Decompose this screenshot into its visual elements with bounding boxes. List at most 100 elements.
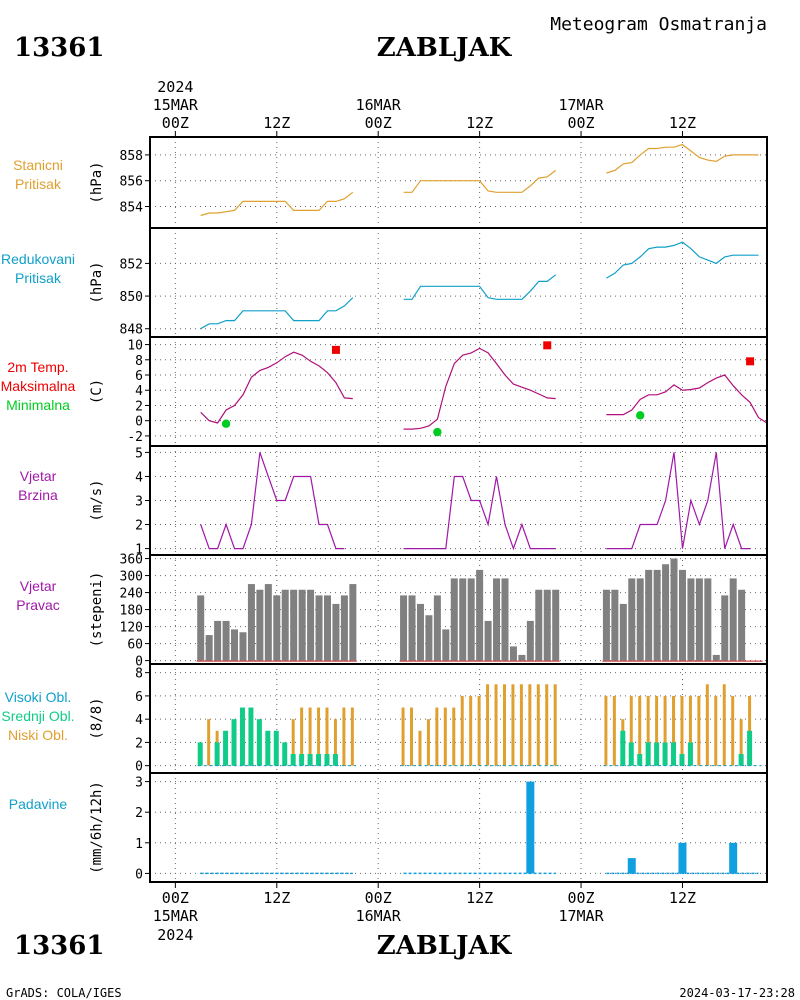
- direction-bar-35: [535, 589, 543, 661]
- meteogram-panels: 854856858(hPa)StanicniPritisak848850852(…: [1, 136, 768, 883]
- panel-padavine: 0 1 2 3 (mm/6h/12h) Padavine: [9, 772, 768, 883]
- precip-bar-0: [526, 781, 535, 874]
- cloud-mid-bar-7: [256, 719, 262, 766]
- panel-frame: [149, 227, 768, 338]
- cloud-mid-bar-44: [654, 742, 660, 766]
- cloud-low-bar-13: [308, 707, 312, 766]
- cloud-mid-bar-2: [214, 742, 220, 766]
- y-tick-label: 2: [135, 519, 143, 534]
- panel-frame: [149, 336, 768, 447]
- cloud-mid-bar-12: [299, 754, 305, 766]
- direction-bar-4: [231, 629, 239, 661]
- direction-bar-47: [678, 569, 686, 661]
- direction-bar-9: [273, 595, 281, 661]
- direction-bar-31: [501, 578, 509, 661]
- cloud-mid-bar-40: [620, 730, 626, 766]
- y-tick-label: 0: [135, 415, 143, 430]
- direction-bar-30: [493, 578, 501, 661]
- cloud-low-bar-41: [629, 695, 633, 766]
- cloud-low-bar-15: [325, 707, 329, 766]
- direction-bar-41: [628, 578, 636, 661]
- direction-bar-49: [695, 578, 703, 661]
- series-line-2: [606, 452, 751, 550]
- bottom-tick-label: 00Z: [365, 889, 392, 907]
- direction-bar-42: [636, 578, 644, 661]
- unit-label: (hPa): [89, 161, 105, 203]
- cloud-low-bar-43: [646, 695, 650, 766]
- y-tick-label: 848: [120, 323, 143, 338]
- cloud-mid-bar-3: [223, 730, 229, 766]
- cloud-low-bar-36: [545, 684, 549, 766]
- series-line-2: [606, 241, 759, 279]
- series-line-1: [403, 169, 557, 193]
- y-tick-label: 360: [120, 553, 143, 568]
- y-tick-label: 2: [135, 399, 143, 414]
- tmin-marker-2: [636, 411, 645, 420]
- series-line-1: [403, 475, 556, 551]
- direction-bar-39: [611, 589, 619, 661]
- direction-bar-32: [509, 646, 517, 661]
- y-tick-label: 852: [120, 257, 143, 272]
- bottom-date-label: 17MAR: [558, 907, 604, 925]
- bottom-date-label: 15MAR: [153, 907, 199, 925]
- bottom-tick-label: 12Z: [669, 889, 696, 907]
- grads-credit: GrADS: COLA/IGES: [6, 986, 122, 1000]
- panel-label: Brzina: [18, 487, 58, 503]
- y-tick-label: 8: [135, 667, 143, 682]
- cloud-low-bar-25: [452, 707, 456, 766]
- direction-bar-28: [476, 569, 484, 661]
- direction-bar-22: [425, 615, 433, 661]
- cloud-low-bar-49: [697, 695, 701, 766]
- cloud-mid-bar-54: [738, 754, 744, 766]
- y-tick-label: 300: [120, 570, 143, 585]
- panel-stanicni-pritisak: 854 856 858 (hPa) Stanicni Pritisak: [13, 136, 768, 229]
- y-tick-label: 2: [135, 736, 143, 751]
- direction-bar-13: [307, 589, 315, 661]
- cloud-low-bar-52: [722, 684, 726, 766]
- cloud-mid-bar-4: [231, 719, 237, 766]
- cloud-mid-bar-13: [307, 754, 313, 766]
- cloud-mid-bar-8: [265, 730, 271, 766]
- bottom-tick-label: 12Z: [263, 889, 290, 907]
- panel-vjetar-pravac: 0 60 120 180 240 300 360 (stepeni) Vjetar Pravac: [16, 553, 768, 670]
- cloud-low-bar-53: [731, 695, 735, 766]
- y-tick-label: 0: [135, 867, 143, 882]
- tmax-marker-1: [543, 341, 552, 350]
- cloud-low-bar-17: [342, 707, 346, 766]
- station-name-top: ZABLJAK: [377, 33, 513, 63]
- bottom-date-label: 16MAR: [356, 907, 402, 925]
- cloud-low-bar-21: [418, 730, 422, 766]
- panel-redukovani-pritisak: 848 850 852 (hPa) Redukovani Pritisak: [1, 227, 768, 338]
- direction-bar-10: [281, 589, 289, 661]
- y-tick-label: 6: [135, 369, 143, 384]
- cloud-low-bar-23: [435, 707, 439, 766]
- cloud-low-bar-48: [688, 695, 692, 766]
- top-tick-label: 00Z: [568, 114, 595, 132]
- direction-bar-1: [205, 635, 213, 661]
- y-tick-label: 4: [135, 470, 143, 485]
- series-line-0: [200, 191, 354, 217]
- direction-bar-44: [653, 569, 661, 661]
- bottom-tick-label: 00Z: [162, 889, 189, 907]
- cloud-mid-bar-41: [628, 742, 634, 766]
- direction-bar-40: [619, 603, 627, 661]
- top-date-label: 17MAR: [558, 96, 604, 114]
- panel-label: 2m Temp.: [7, 359, 68, 375]
- panel-label: Stanicni: [13, 157, 63, 173]
- series-line-0: [200, 351, 353, 424]
- y-tick-label: 60: [127, 638, 143, 653]
- precip-bar-3: [729, 842, 738, 874]
- cloud-mid-bar-45: [662, 742, 668, 766]
- panel-oblacnost: 0 2 4 6 8 (8/8) Visoki Obl. Srednji Obl. Niski O…: [1, 663, 768, 775]
- direction-bar-16: [332, 603, 340, 661]
- cloud-low-bar-45: [663, 695, 667, 766]
- station-id-top: 13361: [14, 33, 104, 63]
- cloud-low-bar-29: [486, 684, 490, 766]
- panel-label: Redukovani: [1, 251, 75, 267]
- direction-bar-37: [552, 589, 560, 661]
- direction-bar-20: [408, 595, 416, 661]
- generated-timestamp: 2024-03-17-23:28: [679, 986, 795, 1000]
- panel-label: Padavine: [9, 796, 68, 812]
- cloud-mid-bar-55: [747, 730, 753, 766]
- direction-bar-26: [459, 578, 467, 661]
